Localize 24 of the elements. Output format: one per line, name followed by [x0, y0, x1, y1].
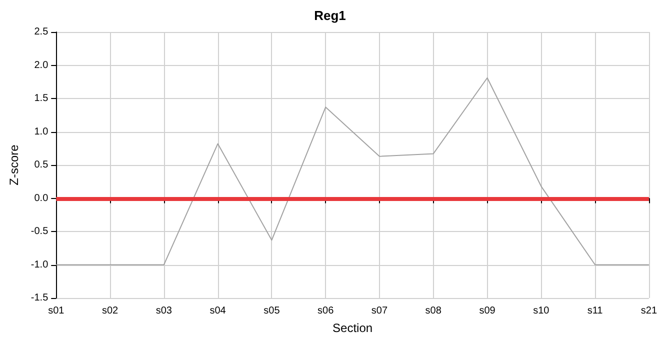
- x-tick-label: s08: [425, 306, 442, 316]
- x-tick-label: s06: [318, 306, 334, 316]
- y-tick-label: -0.5: [30, 226, 49, 237]
- x-tick-label: s02: [102, 306, 119, 316]
- y-axis-title: Z-score: [7, 144, 21, 186]
- x-tick-label: s04: [210, 306, 226, 316]
- y-tick-label: 2.0: [34, 60, 49, 71]
- x-tick-label: s03: [156, 306, 172, 316]
- y-tick-label: 1.5: [34, 93, 49, 104]
- chart-title: Reg1: [314, 8, 346, 23]
- x-axis-title: Section: [332, 321, 373, 335]
- x-tick-label: s01: [48, 306, 65, 316]
- y-tick-label: -1.0: [30, 259, 49, 270]
- y-tick-label: 0.0: [34, 192, 49, 204]
- x-tick-label: s21: [640, 306, 658, 316]
- y-tick-label: 1.0: [34, 126, 49, 138]
- y-tick-label: 0.5: [34, 160, 49, 170]
- x-tick-label: s07: [371, 306, 388, 316]
- x-tick-label: s09: [479, 306, 496, 316]
- x-tick-label: s11: [587, 306, 604, 316]
- x-tick-label: s10: [533, 306, 550, 316]
- y-tick-label: 2.5: [34, 26, 49, 38]
- x-tick-label: s05: [264, 306, 280, 316]
- y-tick-label: -1.5: [30, 292, 49, 304]
